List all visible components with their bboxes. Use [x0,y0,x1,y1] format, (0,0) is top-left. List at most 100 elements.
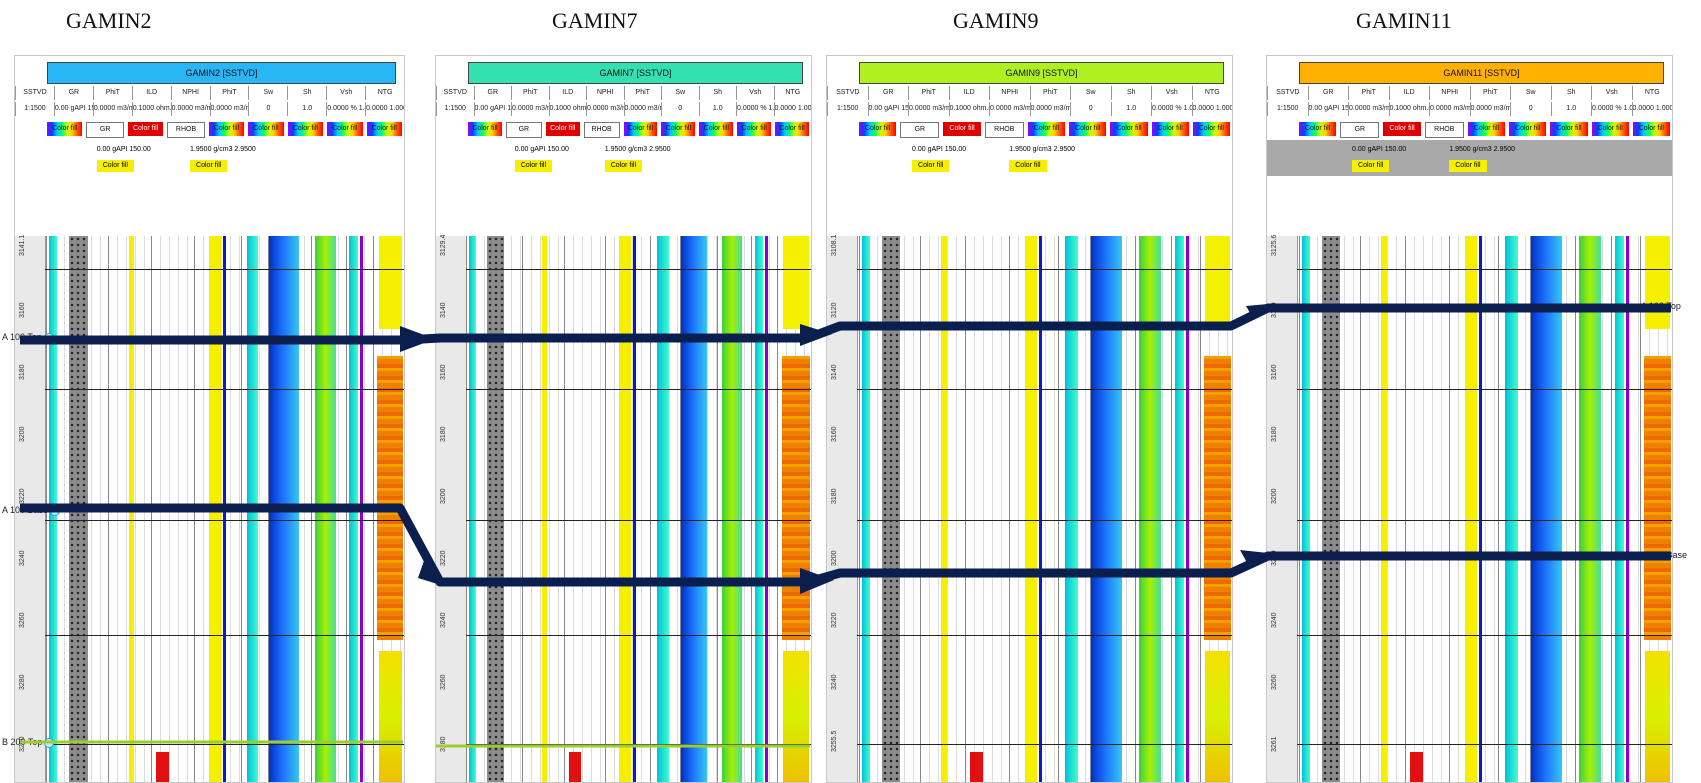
track-header-cell[interactable]: Sw [1510,86,1551,100]
track-header-cell[interactable]: NPHI [989,86,1030,100]
color-fill-swatch[interactable]: Color fill [287,122,324,136]
color-fill-swatch[interactable]: Color fill [943,122,981,136]
marker-a100-base-right[interactable]: A 100 Base [1641,550,1687,560]
color-fill-swatch[interactable]: Color fill [1591,122,1629,136]
color-fill-swatch[interactable]: Color fill [47,122,83,136]
track-header-cell[interactable]: ILD [131,86,171,100]
color-fill-swatch[interactable]: Color fill [859,122,897,136]
color-fill-swatch[interactable]: Color fill [1151,122,1189,136]
well-banner[interactable]: GAMIN7 [SSTVD] [468,62,803,84]
track-header-cell[interactable]: PhiT [908,86,949,100]
color-fill-swatch[interactable]: Color fill [775,122,810,136]
track-header-cell[interactable]: Vsh [1151,86,1192,100]
color-fill-swatch[interactable]: Color fill [366,122,402,136]
track-header-cell[interactable]: Sh [287,86,326,100]
track-header-cell[interactable]: PhiT [623,86,662,100]
track-header-cell[interactable]: Sh [1550,86,1592,100]
color-fill-swatch[interactable]: Color fill [1192,122,1230,136]
track-header-cell[interactable]: Sw [661,86,699,100]
track-header-cell[interactable]: NPHI [1429,86,1470,100]
track-header-cell[interactable]: ILD [948,86,990,100]
track-header-cell[interactable]: NPHI [170,86,210,100]
track-header-cell[interactable]: Vsh [736,86,774,100]
track-header-cell[interactable]: SSTVD [15,86,54,100]
track-header-cell[interactable]: Sh [1110,86,1152,100]
well-banner[interactable]: GAMIN11 [SSTVD] [1299,62,1664,84]
ntg-reservoir-fill [1643,356,1672,641]
track-header-cell[interactable]: PhiT [511,86,549,100]
track-header-cell[interactable]: PhiT [1348,86,1389,100]
color-fill-swatch[interactable]: RHOB [984,122,1024,138]
track-header-cell[interactable]: ILD [548,86,587,100]
track-header-cell[interactable]: Sh [698,86,737,100]
color-fill-swatch[interactable]: Color fill [1027,122,1066,136]
color-fill-swatch[interactable]: RHOB [583,122,620,138]
track-header-cell[interactable]: ILD [1388,86,1430,100]
track-header-cell[interactable]: Vsh [1591,86,1632,100]
well-panel-gamin2[interactable]: GAMIN2 [SSTVD] SSTVD GR PhiT ILD NPHI PhiT Sw Sh… [14,55,405,783]
track-header-cell[interactable]: SSTVD [1267,86,1308,100]
track-header-cell[interactable]: PhiT [1469,86,1511,100]
color-fill-swatch[interactable]: GR [505,122,542,138]
track-header-cell[interactable]: GR [473,86,512,100]
color-fill-swatch[interactable]: Color fill [1383,122,1421,136]
well-panel-gamin11[interactable]: GAMIN11 [SSTVD] SSTVD GR PhiT ILD NPHI PhiT Sw S… [1266,55,1673,783]
color-fill-swatch[interactable]: RHOB [1424,122,1464,138]
color-fill-swatch[interactable]: Color fill [127,122,164,136]
track-header-cell[interactable]: GR [53,86,93,100]
color-fill-swatch[interactable]: Color fill [1550,122,1588,136]
color-fill-swatch[interactable]: Color fill [1110,122,1148,136]
color-fill-swatch[interactable]: Color fill [327,122,363,136]
log-track-area[interactable]: 3141.1 3160 3180 3200 3220 3240 3260 3280 3290 [15,235,405,782]
track-header-cell[interactable]: NTG [365,86,404,100]
well-banner[interactable]: GAMIN9 [SSTVD] [859,62,1224,84]
track-header-cell[interactable]: NTG [773,86,812,100]
color-fill-swatch[interactable]: Color fill [545,122,580,136]
color-fill-swatch[interactable]: Color fill [1632,122,1670,136]
color-fill-swatch[interactable]: Color fill [1467,122,1506,136]
log-track-area[interactable]: 3129.4 3140 3160 3180 3200 3220 3240 3260 3280 [436,235,812,782]
well-banner[interactable]: GAMIN2 [SSTVD] [47,62,396,84]
color-fill-swatch[interactable]: RHOB [167,122,205,138]
track-header-cell[interactable]: NTG [1631,86,1673,100]
track-header-cell[interactable]: Sw [248,86,287,100]
scale-cell: 0.0000 m3/m3 1.0000 [92,102,132,116]
color-fill-swatch[interactable]: Color fill [737,122,772,136]
log-track-area[interactable]: 3125.6 3140 3160 3180 3200 3220 3240 3260 3261 [1267,235,1673,782]
gr-color-fill: Color fill [514,160,553,172]
log-track-area[interactable]: 3108.1 3120 3140 3160 3180 3200 3220 3240 3255.5 [827,235,1233,782]
marker-a100-top-right[interactable]: A 100 Top [1641,301,1681,311]
track-header-cell[interactable]: GR [1307,86,1349,100]
well-panel-gamin9[interactable]: GAMIN9 [SSTVD] SSTVD GR PhiT ILD NPHI PhiT Sw Sh… [826,55,1233,783]
track-header-cell[interactable]: PhiT [92,86,132,100]
color-fill-swatch[interactable]: GR [1340,122,1380,138]
color-fill-swatch[interactable]: Color fill [208,122,245,136]
color-fill-swatch[interactable]: Color fill [1509,122,1547,136]
track-header-cell[interactable]: GR [867,86,909,100]
color-fill-swatch[interactable]: GR [900,122,940,138]
marker-b200-top-left[interactable]: B 200 Top [2,737,55,748]
track-header-cell[interactable]: NPHI [586,86,624,100]
color-fill-swatch[interactable]: GR [86,122,124,138]
nphi-fill [1464,236,1477,782]
track-header-cell[interactable]: SSTVD [436,86,474,100]
color-fill-swatch[interactable]: Color fill [699,122,734,136]
marker-a100-top-left[interactable]: A 100 Top [2,332,54,343]
rhob-color-fill: Color fill [1009,160,1047,172]
track-header-cell[interactable]: Vsh [326,86,365,100]
scale-cell: 0.0000 1.0000 [1191,102,1232,116]
color-fill-swatch[interactable]: Color fill [661,122,696,136]
well-panel-gamin7[interactable]: GAMIN7 [SSTVD] SSTVD GR PhiT ILD NPHI PhiT Sw Sh… [435,55,812,783]
track-header-cell[interactable]: NTG [1191,86,1233,100]
marker-a100-base-left[interactable]: A 100 Base [2,505,61,516]
color-fill-swatch[interactable]: Color fill [1299,122,1337,136]
track-header-cell[interactable]: PhiT [1029,86,1071,100]
color-fill-swatch[interactable]: Color fill [468,122,502,136]
scale-cell: 0.1000 ohm.m 1000.00 [131,102,171,116]
track-header-cell[interactable]: Sw [1070,86,1111,100]
color-fill-swatch[interactable]: Color fill [623,122,658,136]
track-header-cell[interactable]: PhiT [209,86,249,100]
color-fill-swatch[interactable]: Color fill [248,122,284,136]
track-header-cell[interactable]: SSTVD [827,86,868,100]
color-fill-swatch[interactable]: Color fill [1069,122,1107,136]
